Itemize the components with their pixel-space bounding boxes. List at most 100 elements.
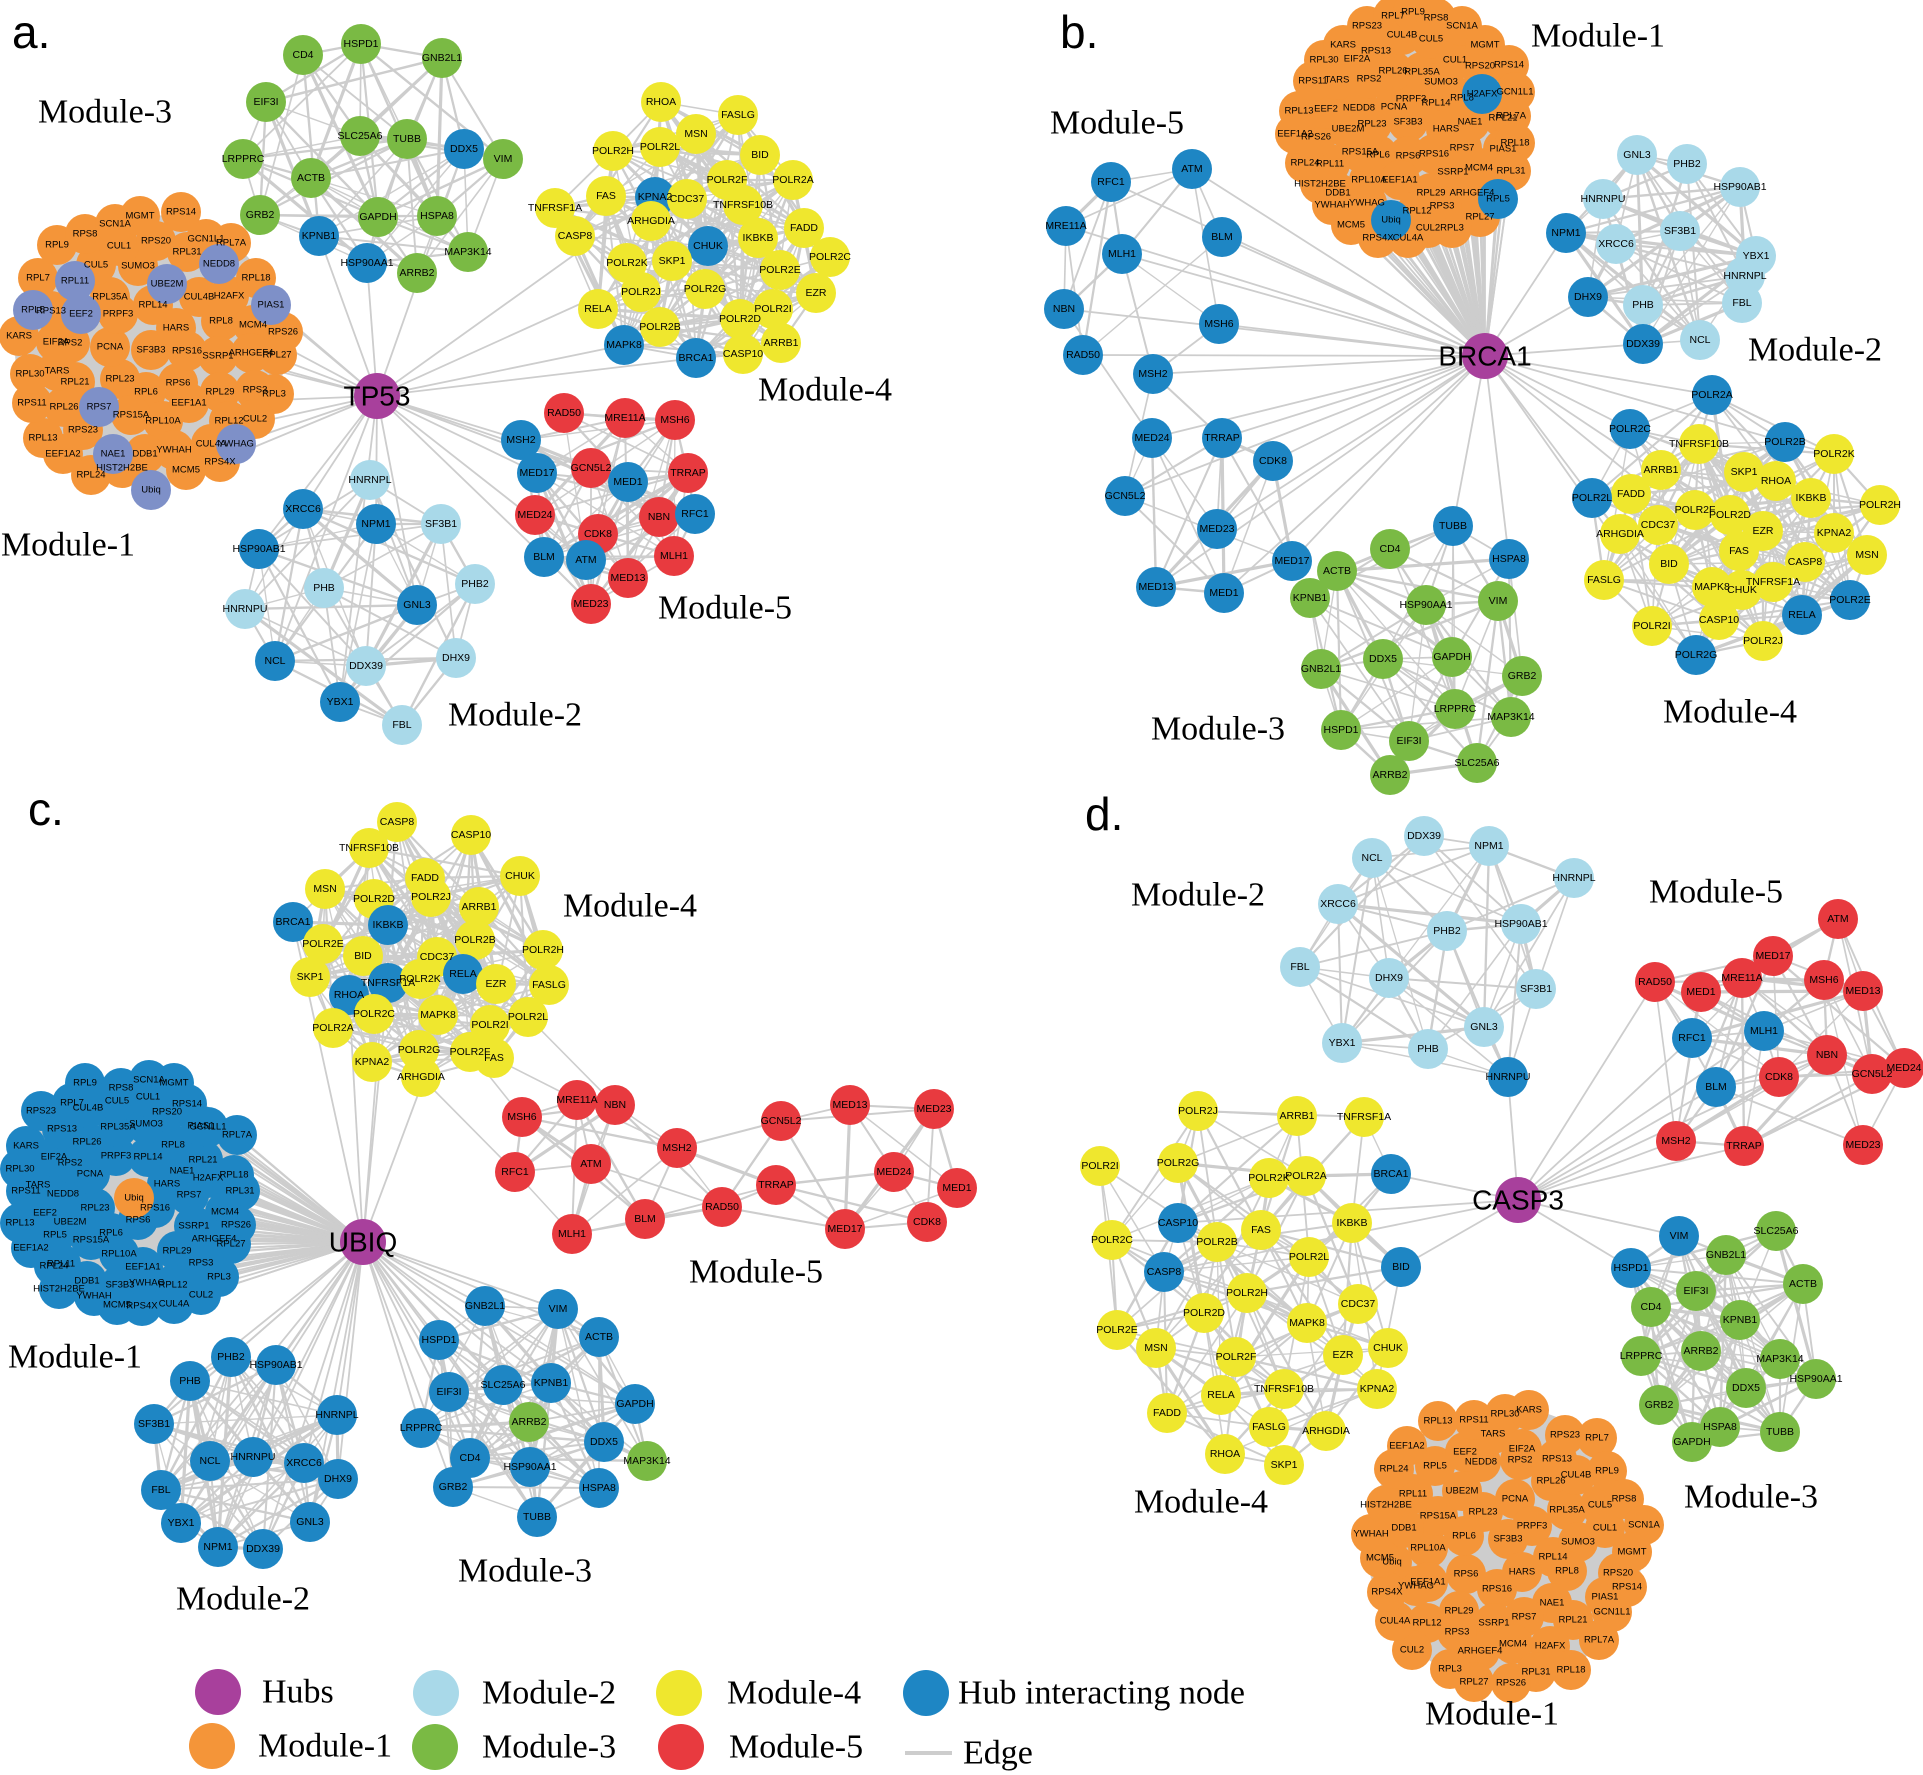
node-label: ACTB [297, 172, 325, 184]
node-label: RPL5 [21, 305, 45, 316]
node-label: RPS4X [1362, 233, 1394, 244]
node-FAS [586, 176, 626, 216]
node-label: CDC37 [670, 193, 705, 205]
node-label: MED1 [613, 476, 642, 488]
node-EIF3I [1389, 721, 1429, 761]
node-label: RPL31 [172, 247, 201, 258]
node-POLR2C [1610, 409, 1650, 449]
node-label: H2AFX [1467, 89, 1498, 100]
node-RPS16 [1477, 1569, 1517, 1609]
node-SSRP1 [198, 336, 238, 376]
node-label: RHOA [334, 989, 364, 1001]
node-GAPDH [615, 1384, 655, 1424]
node-VIM [483, 139, 523, 179]
node-label: RPL24 [39, 1261, 68, 1272]
node-label: ARRB1 [1643, 464, 1678, 476]
node-label: RPL26 [1536, 1476, 1565, 1487]
node-label: CD4 [459, 1452, 480, 1464]
node-label: YWHAH [156, 445, 192, 456]
cluster-module-4: CASP8 CASP10 TNFRSF10B FADD CHUK MSN POLR2D POL… [273, 802, 569, 1097]
node-label: DDX39 [1407, 830, 1441, 842]
node-MED13 [608, 558, 648, 598]
cluster-module-2: HNRNPL XRCC6 NPM1 SF3B1 HSP90AB1 PHB PHB2 GNL3 H… [223, 460, 495, 745]
node-VIM [1478, 581, 1518, 621]
node-POLR2K [1249, 1158, 1289, 1198]
node-label: TNFRSF10B [1669, 438, 1729, 450]
node-label: CUL2 [189, 1290, 213, 1301]
node-MSH6 [1804, 960, 1844, 1000]
node-label: POLR2E [302, 938, 343, 950]
node-label: NBN [1816, 1049, 1838, 1061]
node-label: GNB2L1 [465, 1300, 505, 1312]
node-NEDD8 [199, 244, 239, 284]
node-label: RPS20 [141, 236, 171, 247]
node-POLR2A [313, 1008, 353, 1048]
node-NBN [595, 1085, 635, 1125]
node-YBX1 [161, 1503, 201, 1543]
edge [406, 138, 418, 274]
edge [1299, 835, 1425, 968]
node-HNRNPL [317, 1395, 357, 1435]
node-label: SF3B1 [1520, 983, 1552, 995]
node-MED17 [517, 453, 557, 493]
node-label: GAPDH [1673, 1436, 1710, 1448]
node-label: RPS26 [221, 1220, 251, 1231]
node-MSH2 [1656, 1121, 1696, 1161]
edge [1246, 1265, 1402, 1295]
node-label: NCL [264, 655, 285, 667]
node-label: SLC25A6 [338, 130, 383, 142]
module-label: Module-5 [1050, 105, 1184, 142]
node-label: CHUK [1373, 1342, 1403, 1354]
node-label: GRB2 [1508, 670, 1537, 682]
node-label: CUL1 [1593, 1523, 1617, 1534]
node-label: POLR2A [1285, 1170, 1326, 1182]
node-SKP1 [652, 241, 692, 281]
node-MED23 [1197, 509, 1237, 549]
edge [1341, 1025, 1485, 1045]
node-DHX9 [318, 1459, 358, 1499]
node-label: RPL11 [1316, 159, 1344, 170]
edge [1482, 845, 1491, 1028]
node-label: KPNB1 [534, 1377, 569, 1389]
edge [1351, 1222, 1389, 1349]
node-GRB2 [433, 1467, 473, 1507]
node-BID [1649, 544, 1689, 584]
node-RFC1 [1672, 1018, 1712, 1058]
edge [1742, 1053, 1829, 1148]
node-HSP90AA1 [510, 1447, 550, 1487]
node-label: Ubiq [124, 1193, 144, 1204]
edge [1081, 181, 1113, 356]
node-label: MCM5 [1366, 1553, 1394, 1564]
node-CD4 [283, 35, 323, 75]
node-label: RPL13 [5, 1218, 34, 1229]
node-label: PHB2 [1433, 925, 1461, 937]
node-label: RPL23 [105, 374, 134, 385]
node-label: FBL [151, 1484, 170, 1496]
node-RPL8 [1547, 1551, 1587, 1591]
node-label: MSH6 [507, 1111, 536, 1123]
node-label: CASP8 [558, 230, 593, 242]
node-label: TUBB [393, 133, 421, 145]
node-label: RPS11 [1459, 1415, 1488, 1426]
node-label: UBE2M [54, 1217, 87, 1228]
node-RPS14 [161, 192, 201, 232]
node-label: NBN [648, 511, 670, 523]
edge [1587, 296, 1743, 304]
edge [359, 135, 469, 253]
node-label: FASLG [532, 979, 566, 991]
node-label: POLR2C [809, 251, 851, 263]
edge [469, 834, 545, 951]
node-RPL26 [44, 387, 84, 427]
node-IKBKB [1332, 1203, 1372, 1243]
node-POLR2A [773, 160, 813, 200]
node-PHB2 [455, 564, 495, 604]
node-label: UBE2M [1332, 124, 1365, 135]
node-HSPA8 [417, 196, 457, 236]
node-label: POLR2E [1829, 594, 1870, 606]
node-SLC25A6 [483, 1365, 523, 1405]
node-label: RPL7A [222, 1130, 253, 1141]
edge [1304, 1175, 1360, 1305]
node-ATM [571, 1144, 611, 1184]
node-label: RPL31 [1496, 166, 1525, 177]
node-label: MAPK8 [1289, 1317, 1325, 1329]
